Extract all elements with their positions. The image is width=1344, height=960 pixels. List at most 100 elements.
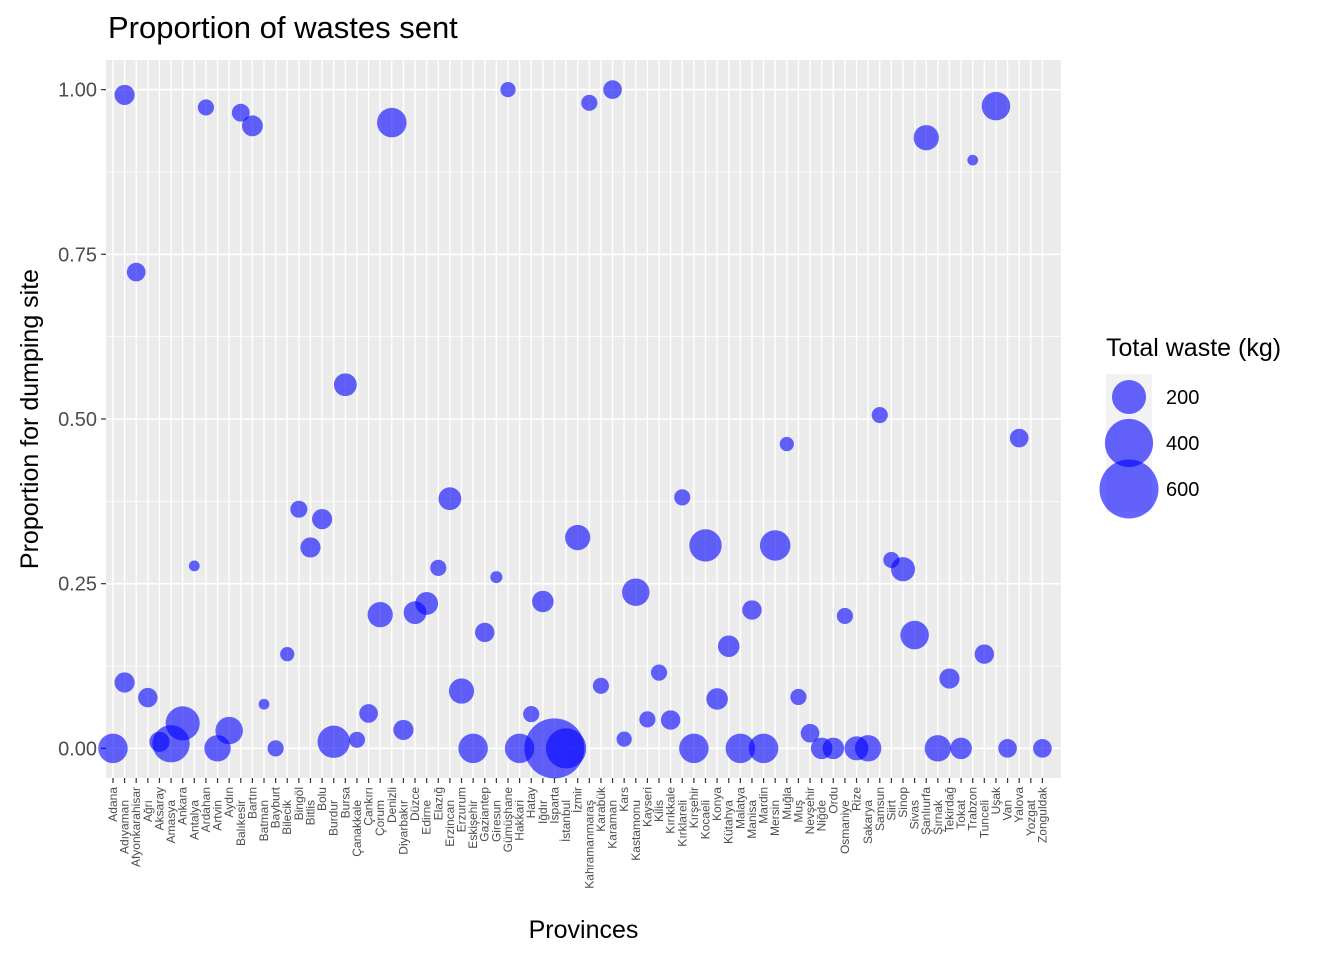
data-point xyxy=(359,704,378,723)
x-tick-label: Yalova xyxy=(1012,787,1026,823)
x-tick-label: Ardahan xyxy=(199,787,213,832)
x-tick-label: Erzincan xyxy=(443,800,457,847)
legend-title: Total waste (kg) xyxy=(1106,334,1281,362)
x-tick-label: Iğdır xyxy=(536,800,550,824)
data-point xyxy=(998,739,1017,758)
y-tick-label: 0.50 xyxy=(58,409,97,431)
data-point xyxy=(300,537,321,558)
data-point xyxy=(616,731,632,747)
data-point xyxy=(924,735,952,762)
x-tick-label: Adıyaman xyxy=(118,800,132,854)
x-tick-label: Muş xyxy=(791,800,805,823)
legend: Total waste (kg) 200 400 600 xyxy=(1099,334,1281,519)
data-point xyxy=(854,735,882,762)
x-tick-label: Bursa xyxy=(338,787,352,819)
x-tick-label: Samsun xyxy=(873,787,887,831)
data-point xyxy=(689,529,722,562)
data-point xyxy=(742,600,762,620)
data-point xyxy=(913,125,939,151)
x-tick-label: Karabük xyxy=(594,786,608,832)
data-point xyxy=(1033,739,1052,758)
x-tick-label: Hakkari xyxy=(513,800,527,841)
x-tick-label: Tokat xyxy=(954,799,968,828)
x-tick-label: Balıkesir xyxy=(234,800,248,846)
data-point xyxy=(312,509,333,530)
x-tick-label: Edirne xyxy=(420,800,434,835)
x-tick-label: Kütahya xyxy=(722,800,736,844)
data-point xyxy=(98,733,128,764)
data-point xyxy=(900,620,929,650)
chart-title: Proportion of wastes sent xyxy=(108,10,458,45)
x-tick-label: Gümüşhane xyxy=(501,787,515,853)
data-point xyxy=(438,487,462,511)
data-point xyxy=(114,84,135,105)
x-tick-label: Şanlıurfa xyxy=(919,787,933,835)
x-tick-label: Karaman xyxy=(606,800,620,849)
data-points xyxy=(98,80,1052,779)
data-point xyxy=(165,706,200,741)
x-tick-label: İzmir xyxy=(571,787,585,813)
data-point xyxy=(458,733,488,764)
x-tick-label: Bartın xyxy=(245,787,259,819)
data-point xyxy=(348,731,366,748)
data-point xyxy=(950,737,972,760)
legend-label: 600 xyxy=(1166,479,1199,501)
data-point xyxy=(500,82,516,98)
x-tick-label: Yozgat xyxy=(1024,799,1038,836)
data-point xyxy=(188,560,200,572)
data-point xyxy=(415,592,439,615)
x-tick-label: Denizli xyxy=(385,787,399,823)
x-tick-label: Burdur xyxy=(327,800,341,836)
y-tick-label: 0.75 xyxy=(58,244,97,266)
data-point xyxy=(836,607,853,625)
x-tick-label: Isparta xyxy=(547,787,561,824)
x-tick-label: Manisa xyxy=(745,800,759,839)
x-tick-label: Kocaeli xyxy=(698,800,712,839)
data-point xyxy=(138,687,158,708)
legend-key xyxy=(1111,379,1147,415)
data-point xyxy=(565,524,591,551)
x-tick-label: Bilecik xyxy=(280,799,294,835)
x-tick-label: Diyarbakır xyxy=(396,800,410,855)
x-tick-label: Bolu xyxy=(315,787,329,811)
data-point xyxy=(490,571,503,584)
data-point xyxy=(871,406,888,424)
data-point xyxy=(114,672,135,693)
x-tick-label: Kırıkkale xyxy=(664,787,678,834)
x-tick-label: Aksaray xyxy=(152,787,166,830)
x-axis-title: Provinces xyxy=(529,916,639,944)
x-tick-label: Düzce xyxy=(408,787,422,821)
x-tick-label: Çorum xyxy=(373,800,387,836)
data-point xyxy=(280,647,295,662)
x-tick-label: Malatya xyxy=(733,787,747,829)
x-tick-label: Muğla xyxy=(780,787,794,820)
data-point xyxy=(545,728,587,769)
data-point xyxy=(393,719,414,740)
x-tick-label: Tunceli xyxy=(977,800,991,838)
x-tick-label: Trabzon xyxy=(966,787,980,831)
x-tick-label: Eskişehir xyxy=(466,800,480,849)
data-point xyxy=(367,602,393,628)
y-tick-label: 0.00 xyxy=(58,738,97,760)
data-point xyxy=(1009,428,1029,448)
data-point xyxy=(231,103,250,122)
x-tick-label: Şırnak xyxy=(931,799,945,835)
x-tick-label: Hatay xyxy=(524,787,538,818)
data-point xyxy=(532,590,554,613)
x-tick-label: Rize xyxy=(850,787,864,811)
y-axis-title: Proportion for dumping site xyxy=(16,269,44,569)
data-point xyxy=(333,373,357,397)
x-tick-label: Afyonkarahisar xyxy=(129,787,143,867)
x-tick-label: Çankırı xyxy=(362,787,376,826)
x-tick-label: Tekirdağ xyxy=(942,787,956,832)
x-tick-label: Antalya xyxy=(187,800,201,840)
x-tick-label: Siirt xyxy=(884,799,898,820)
data-point xyxy=(822,737,845,760)
data-point xyxy=(967,154,979,166)
data-point xyxy=(448,678,475,704)
data-point xyxy=(981,91,1011,121)
x-tick-label: Zonguldak xyxy=(1035,786,1049,843)
data-point xyxy=(890,557,916,582)
x-tick-label: Nevşehir xyxy=(803,787,817,834)
